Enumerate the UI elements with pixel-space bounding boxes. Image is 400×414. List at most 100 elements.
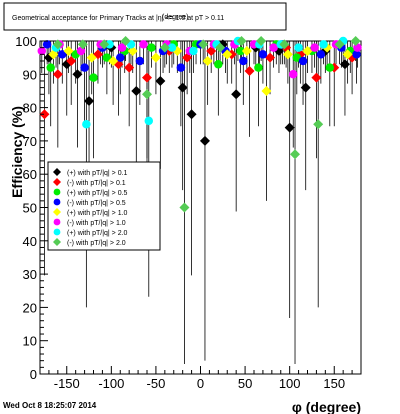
data-point	[58, 50, 67, 59]
data-point	[52, 39, 63, 50]
data-point	[294, 43, 303, 52]
data-point	[86, 52, 97, 63]
data-point	[42, 40, 52, 49]
data-point	[198, 39, 209, 50]
data-point	[124, 62, 135, 73]
data-point	[72, 69, 83, 80]
legend-label: (-) with pT/|q| > 2.0	[67, 240, 126, 247]
data-point	[269, 43, 278, 52]
data-point	[199, 135, 210, 146]
data-point	[139, 40, 148, 49]
data-point	[311, 72, 322, 83]
data-point	[63, 45, 74, 56]
legend: (+) with pT/|q| > 0.1 (-) with pT/|q| > 0…	[47, 161, 161, 251]
data-point	[142, 89, 152, 100]
x-tick-label: 0	[197, 376, 204, 391]
x-tick-label: 50	[238, 376, 252, 391]
legend-label: (-) with pT/|q| > 1.0	[67, 220, 126, 227]
legend-marker	[53, 238, 61, 246]
legend-marker	[53, 228, 61, 236]
x-axis: -150 -100 -50 0 50 100 150	[39, 366, 362, 391]
y-tick-label: 60	[23, 167, 37, 182]
footer-timestamp: Wed Oct 8 18:25:07 2014	[3, 401, 97, 410]
x-tick-label: -50	[147, 376, 166, 391]
data-point	[77, 39, 88, 50]
x-tick-label: 100	[279, 376, 301, 391]
y-tick-label: 50	[23, 201, 37, 216]
data-point	[282, 49, 293, 60]
y-axis-title: Efficiency (%)	[9, 106, 25, 198]
y-tick-label: 10	[23, 334, 37, 349]
data-point	[84, 95, 95, 106]
y-tick-label: 100	[15, 34, 37, 49]
data-point	[236, 46, 245, 56]
data-point	[239, 56, 248, 66]
data-point	[117, 43, 127, 52]
data-point	[135, 56, 145, 66]
data-point	[342, 49, 353, 60]
y-tick-label: 80	[23, 101, 37, 116]
legend-label: (+) with pT/|q| > 2.0	[67, 230, 128, 237]
data-point	[302, 45, 313, 56]
data-point	[131, 85, 142, 96]
data-point	[186, 109, 197, 120]
y-axis: 0 10 20 30 40 50 60 70 80 90 100	[15, 34, 48, 382]
y-tick-label: 70	[23, 134, 37, 149]
legend-label: (+) with pT/|q| > 0.1	[67, 170, 128, 177]
data-point	[147, 43, 156, 52]
data-marks	[37, 36, 362, 213]
data-point	[39, 109, 50, 120]
y-tick-label: 40	[23, 234, 37, 249]
data-point	[105, 40, 114, 49]
data-point	[231, 89, 242, 100]
chart-title: Geometrical acceptance for Primary Track…	[12, 15, 224, 22]
data-point	[99, 39, 110, 50]
data-point	[298, 56, 308, 66]
data-point	[352, 50, 361, 59]
data-point	[202, 55, 213, 66]
legend-label: (-) with pT/|q| > 0.1	[67, 180, 126, 187]
data-point	[284, 122, 295, 133]
data-point	[214, 60, 223, 69]
data-point	[89, 73, 98, 82]
data-point	[189, 46, 198, 56]
data-point	[37, 46, 47, 56]
data-point	[310, 43, 319, 52]
data-point	[215, 42, 226, 53]
legend-marker	[53, 218, 61, 226]
data-point	[236, 36, 247, 46]
legend-marker	[53, 208, 61, 216]
data-point	[159, 42, 170, 53]
data-point	[339, 59, 350, 70]
data-point	[279, 39, 290, 50]
data-point	[142, 72, 152, 83]
data-point	[167, 43, 177, 52]
data-point	[120, 36, 131, 46]
data-point	[256, 36, 267, 46]
legend-label: (-) with pT/|q| > 0.5	[67, 200, 126, 207]
data-point	[244, 65, 255, 76]
title-box: Geometrical acceptance for Primary Track…	[3, 2, 287, 31]
data-point	[325, 63, 335, 72]
data-point	[150, 52, 161, 63]
data-point	[319, 40, 328, 49]
data-point	[102, 53, 112, 62]
data-point	[254, 63, 263, 72]
data-point	[116, 53, 125, 62]
data-point	[66, 55, 77, 66]
data-point	[177, 82, 188, 93]
y-tick-label: 20	[23, 300, 37, 315]
legend-marker	[53, 168, 61, 176]
data-point	[290, 149, 301, 160]
x-axis-title: φ (degree)	[292, 399, 361, 414]
data-point	[222, 49, 233, 60]
data-point	[52, 69, 63, 80]
data-point	[82, 120, 91, 129]
data-point	[265, 52, 276, 63]
data-point	[258, 50, 268, 59]
data-point	[316, 50, 326, 59]
y-tick-label: 0	[30, 367, 37, 382]
y-tick-label: 90	[23, 67, 37, 82]
x-tick-label: -100	[98, 376, 124, 391]
